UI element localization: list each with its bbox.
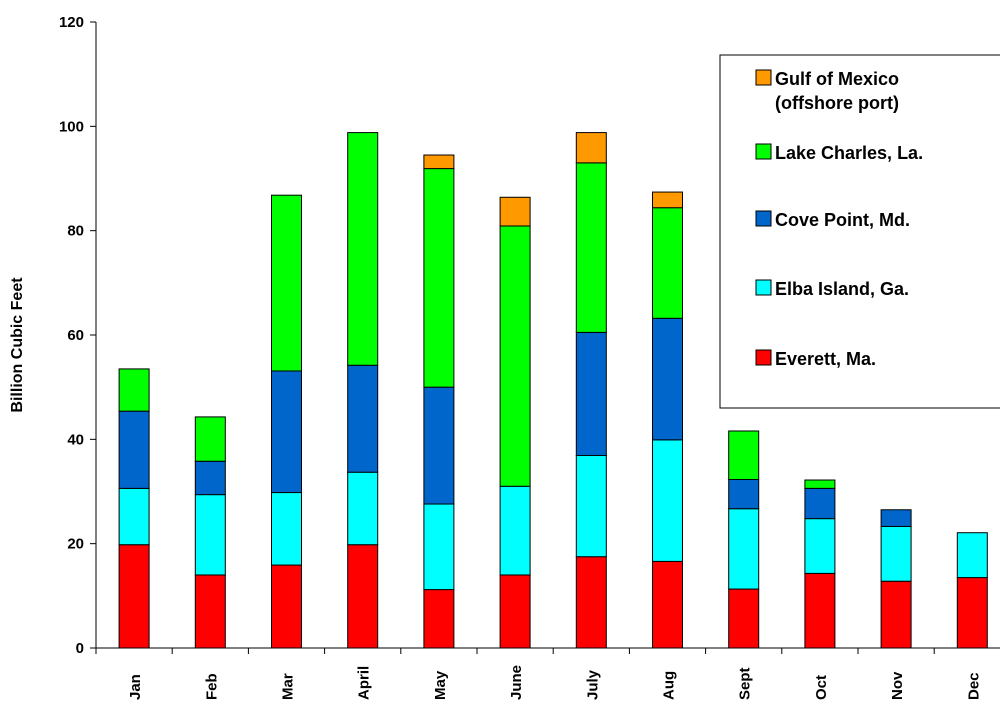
y-axis-title: Billion Cubic Feet xyxy=(9,277,26,413)
bar-segment xyxy=(118,544,150,649)
x-tick-label: Feb xyxy=(203,673,220,700)
legend-swatch xyxy=(755,349,772,366)
bar-segment xyxy=(499,196,531,227)
bar-segment xyxy=(880,525,912,582)
legend-label: Everett, Ma. xyxy=(775,349,876,369)
bar-segment xyxy=(194,574,226,649)
bar-segment xyxy=(499,225,531,487)
bar-segment xyxy=(652,439,683,562)
bar-segment xyxy=(271,370,302,494)
bar-segment xyxy=(271,564,302,649)
y-tick-label: 60 xyxy=(67,327,84,344)
bar-segment xyxy=(423,154,455,170)
x-tick-label: April xyxy=(356,666,373,700)
bar-segment xyxy=(118,410,150,489)
bar-segment xyxy=(499,485,531,576)
bar-segment xyxy=(575,556,607,649)
bar-segment xyxy=(804,487,836,520)
bar-segment xyxy=(956,532,988,579)
bar-segment xyxy=(423,386,455,505)
bar-segment xyxy=(194,460,226,496)
bar-segment xyxy=(423,503,455,591)
bar-segment xyxy=(728,508,760,590)
x-tick-label: Oct xyxy=(813,675,830,700)
legend-swatch xyxy=(755,279,772,296)
legend: Gulf of Mexico (offshore port) Lake Charle… xyxy=(719,54,1000,409)
bar-segment xyxy=(956,577,988,649)
x-tick-label: Nov xyxy=(889,671,906,700)
bar-segment xyxy=(347,544,379,649)
y-tick-label: 120 xyxy=(59,14,84,31)
bar-segment xyxy=(271,492,302,566)
y-tick-label: 100 xyxy=(59,118,84,135)
legend-label: Cove Point, Md. xyxy=(775,210,910,230)
x-tick-label: Dec xyxy=(965,672,982,700)
x-tick-label: May xyxy=(432,670,449,700)
bar-segment xyxy=(575,162,607,333)
axes: 0 20 40 60 80 100 120 Billion Cubic Feet Jan Feb M… xyxy=(9,14,1000,700)
bar-segment xyxy=(271,194,302,372)
bar-segment xyxy=(652,560,683,649)
bar-segment xyxy=(194,416,226,462)
y-tick-label: 40 xyxy=(67,431,84,448)
legend-label: Lake Charles, La. xyxy=(775,143,923,163)
bar-segment xyxy=(118,368,150,412)
bar-segment xyxy=(575,331,607,457)
legend-label: Elba Island, Ga. xyxy=(775,279,909,299)
bar-segment xyxy=(880,509,912,527)
x-tick-label: Jan xyxy=(127,674,144,700)
legend-swatch xyxy=(755,143,772,160)
bar-segment xyxy=(880,580,912,649)
bar-segment xyxy=(575,455,607,558)
bar-segment xyxy=(423,168,455,388)
bar-segment xyxy=(575,132,607,164)
bar-segment xyxy=(118,487,150,546)
legend-box xyxy=(719,54,1000,409)
legend-swatch xyxy=(755,210,772,227)
x-tick-label: Sept xyxy=(737,667,754,700)
bar-segment xyxy=(347,364,379,473)
y-tick-label: 0 xyxy=(76,640,84,657)
bar-segment xyxy=(804,479,836,489)
bar-segment xyxy=(804,518,836,574)
bar-segment xyxy=(423,589,455,649)
bar-segment xyxy=(652,317,683,441)
bar-segment xyxy=(194,494,226,576)
bar-segment xyxy=(347,471,379,546)
y-tick-label: 80 xyxy=(67,223,84,240)
bar-segment xyxy=(499,574,531,649)
y-tick-label: 20 xyxy=(67,536,84,553)
bar-segment xyxy=(347,132,379,366)
x-tick-label: Mar xyxy=(280,673,297,700)
legend-label: Gulf of Mexico xyxy=(775,69,899,89)
x-tick-label: June xyxy=(508,665,525,700)
bar-segment xyxy=(728,479,760,510)
legend-label: (offshore port) xyxy=(775,93,899,113)
x-tick-label: Aug xyxy=(661,671,678,700)
bars xyxy=(118,132,988,649)
bar-segment xyxy=(804,572,836,649)
legend-swatch xyxy=(755,69,772,86)
bar-segment xyxy=(728,430,760,481)
bar-segment xyxy=(652,191,683,209)
bar-segment xyxy=(652,207,683,319)
bar-segment xyxy=(728,588,760,649)
x-tick-label: July xyxy=(584,669,601,700)
